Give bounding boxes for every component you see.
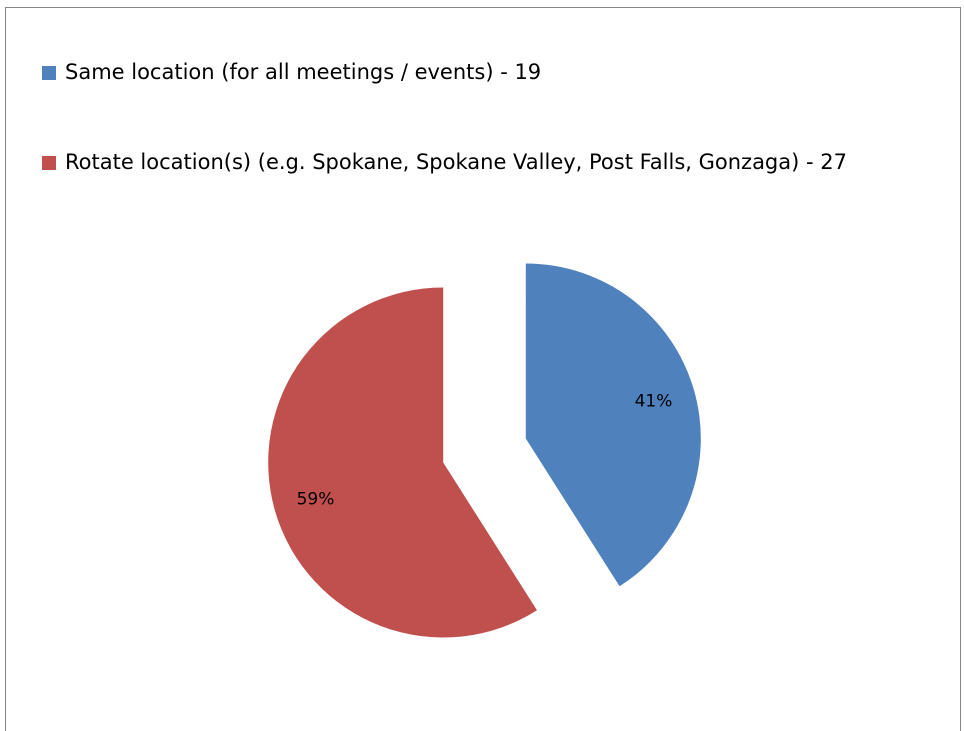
slice-label: 59% bbox=[297, 490, 335, 510]
legend-label: Rotate location(s) (e.g. Spokane, Spokan… bbox=[65, 150, 847, 174]
pie-slice bbox=[525, 263, 701, 587]
legend-label: Same location (for all meetings / events… bbox=[65, 60, 541, 84]
slice-label: 41% bbox=[635, 391, 673, 411]
legend-swatch bbox=[42, 66, 56, 80]
legend-swatch bbox=[42, 156, 56, 170]
pie-slice bbox=[268, 287, 537, 638]
